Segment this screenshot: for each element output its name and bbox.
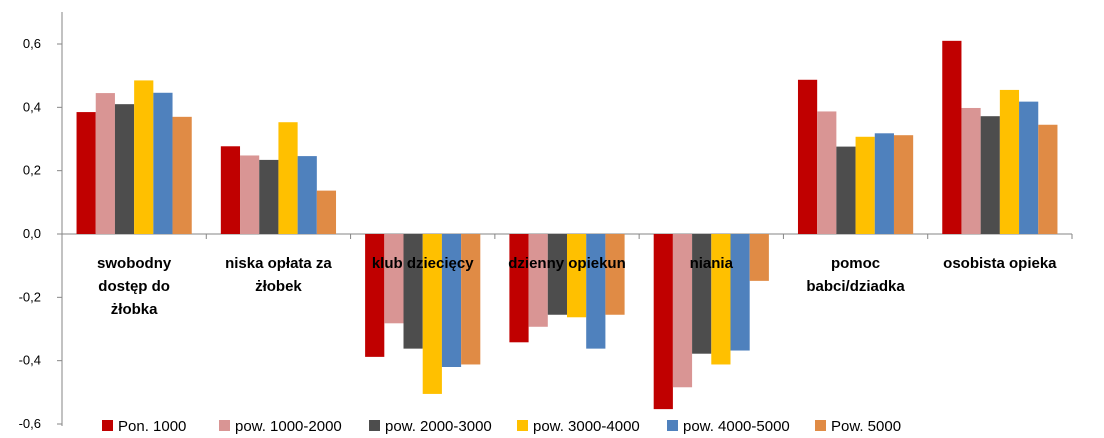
category-label: niania — [690, 255, 734, 272]
bar — [95, 93, 115, 234]
bar — [692, 234, 712, 354]
bar — [76, 112, 96, 234]
legend-label: pow. 2000-3000 — [385, 418, 492, 435]
legend: Pon. 1000 pow. 1000-2000 pow. 2000-3000 pow… — [102, 418, 901, 435]
bar — [114, 104, 135, 234]
bar — [134, 80, 154, 234]
category-labels: swobodny dostęp do żłobka niska opłata za żł… — [97, 255, 1057, 318]
bar — [461, 234, 481, 365]
y-tick-label: -0,2 — [19, 289, 41, 304]
bar — [422, 234, 442, 394]
bar — [220, 146, 241, 234]
y-tick-label: 0,4 — [23, 99, 41, 114]
legend-swatch — [815, 420, 826, 431]
bar — [817, 111, 837, 234]
legend-swatch — [517, 420, 528, 431]
bar — [384, 234, 404, 324]
y-tick-label: 0,0 — [23, 226, 41, 241]
bar — [836, 146, 856, 234]
bar — [172, 116, 192, 234]
bars — [76, 40, 1058, 410]
legend-label: Pon. 1000 — [118, 418, 186, 435]
category-label: dzienny opiekun — [508, 255, 626, 272]
legend-item: Pon. 1000 — [102, 418, 186, 435]
category-label: niska opłata za żłobek — [225, 255, 332, 295]
bar — [586, 234, 606, 349]
category-label: klub dziecięcy — [372, 255, 474, 272]
bar — [711, 234, 731, 365]
bar — [403, 234, 423, 349]
bar — [278, 122, 298, 234]
bar — [730, 234, 750, 351]
legend-item: pow. 4000-5000 — [667, 418, 790, 435]
y-tick-label: -0,6 — [19, 416, 41, 431]
y-tick-label: 0,6 — [23, 36, 41, 51]
bar — [980, 116, 1000, 234]
bar — [297, 156, 317, 234]
category-label: osobista opieka — [943, 255, 1057, 272]
legend-swatch — [219, 420, 230, 431]
bar — [509, 234, 529, 343]
bar — [1019, 101, 1039, 234]
legend-swatch — [667, 420, 678, 431]
bar — [797, 79, 818, 234]
bar — [240, 155, 260, 234]
legend-label: pow. 1000-2000 — [235, 418, 342, 435]
bar — [672, 234, 693, 388]
bar — [855, 136, 875, 234]
bar — [999, 89, 1020, 234]
bar — [1038, 124, 1058, 234]
bar — [893, 135, 914, 234]
bar — [547, 234, 567, 315]
bar — [567, 234, 587, 318]
legend-item: Pow. 5000 — [815, 418, 901, 435]
bar — [528, 234, 548, 327]
legend-item: pow. 1000-2000 — [219, 418, 342, 435]
legend-swatch — [102, 420, 113, 431]
y-tick-label: 0,2 — [23, 163, 41, 178]
bar — [153, 92, 173, 235]
legend-label: pow. 3000-4000 — [533, 418, 640, 435]
legend-label: Pow. 5000 — [831, 418, 901, 435]
bar — [365, 234, 385, 357]
bar — [961, 107, 981, 234]
category-label: swobodny dostęp do żłobka — [97, 255, 172, 318]
bar — [316, 190, 337, 234]
legend-swatch — [369, 420, 380, 431]
category-label: pomoc babci/dziadka — [806, 255, 905, 295]
bar — [605, 234, 625, 315]
legend-item: pow. 3000-4000 — [517, 418, 640, 435]
bar — [942, 40, 962, 234]
bar — [874, 133, 894, 234]
y-tick-label: -0,4 — [19, 353, 41, 368]
bar — [653, 234, 673, 410]
bar — [441, 234, 462, 367]
legend-item: pow. 2000-3000 — [369, 418, 492, 435]
bar — [749, 234, 769, 281]
bar — [259, 159, 279, 234]
legend-label: pow. 4000-5000 — [683, 418, 790, 435]
